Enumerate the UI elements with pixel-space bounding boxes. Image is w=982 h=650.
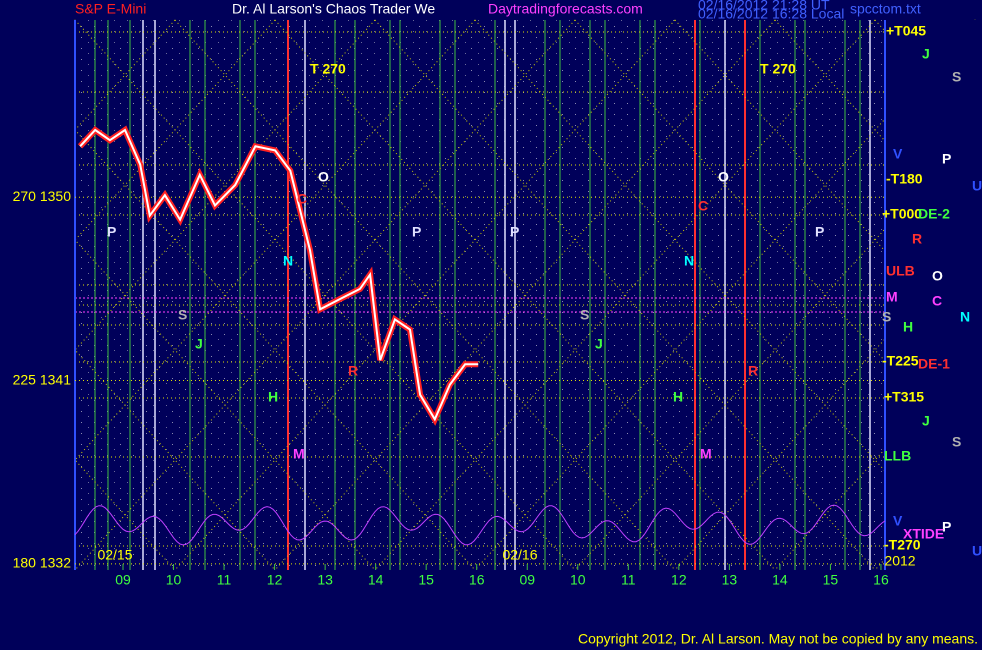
annotation: N bbox=[283, 253, 293, 269]
right-label: +T000 bbox=[882, 206, 922, 222]
annotation: S bbox=[580, 307, 589, 323]
right-label: J bbox=[922, 46, 930, 62]
x-tick-label: 12 bbox=[267, 572, 283, 588]
right-label: S bbox=[952, 69, 961, 85]
right-label: J bbox=[922, 413, 930, 429]
annotation: C bbox=[698, 198, 708, 214]
deco-oscillator bbox=[74, 504, 886, 546]
right-label: S bbox=[882, 309, 891, 325]
x-tick-label: 16 bbox=[873, 572, 889, 588]
x-tick-label: 15 bbox=[418, 572, 434, 588]
annotation: M bbox=[293, 446, 305, 462]
annotation: T 270 bbox=[310, 61, 346, 77]
annotation: J bbox=[595, 336, 603, 352]
right-label: DE-2 bbox=[918, 206, 950, 222]
right-label: +T315 bbox=[884, 389, 924, 405]
header-stamp: 02/16/2012 16:28 Local bbox=[698, 6, 844, 22]
header-center: Dr. Al Larson's Chaos Trader We bbox=[232, 1, 435, 17]
annotation: R bbox=[348, 363, 358, 379]
right-label: C bbox=[932, 293, 942, 309]
x-tick-label: 09 bbox=[519, 572, 535, 588]
right-label: V bbox=[893, 146, 903, 162]
annotation: P bbox=[107, 224, 116, 240]
right-label: ULB bbox=[886, 263, 915, 279]
price-line bbox=[79, 128, 479, 422]
right-label: M bbox=[886, 289, 898, 305]
annotation: P bbox=[815, 224, 824, 240]
annotation: O bbox=[718, 169, 729, 185]
right-label: P bbox=[942, 151, 951, 167]
date-label: 02/16 bbox=[502, 547, 537, 563]
x-tick-label: 15 bbox=[823, 572, 839, 588]
header-site: Daytradingforecasts.com bbox=[488, 1, 643, 17]
header-left: S&P E-Mini bbox=[75, 1, 146, 17]
right-label: -T270 bbox=[884, 537, 921, 553]
footer: Copyright 2012, Dr. Al Larson. May not b… bbox=[578, 631, 978, 647]
x-tick-label: 13 bbox=[722, 572, 738, 588]
annotation: S bbox=[178, 307, 187, 323]
date-label: 02/15 bbox=[97, 547, 132, 563]
right-label: P bbox=[942, 519, 951, 535]
y-tick-label: 180 1332 bbox=[13, 555, 72, 571]
y-tick-label: 225 1341 bbox=[13, 371, 72, 387]
annotation: P bbox=[510, 224, 519, 240]
annotation: C bbox=[297, 191, 307, 207]
x-tick-label: 09 bbox=[115, 572, 131, 588]
x-tick-label: 12 bbox=[671, 572, 687, 588]
annotation: H bbox=[673, 389, 683, 405]
annotation: J bbox=[195, 336, 203, 352]
deco-clip bbox=[0, 20, 75, 580]
date-label: 2012 bbox=[884, 553, 915, 569]
right-label: +T045 bbox=[886, 23, 926, 39]
right-label: N bbox=[960, 309, 970, 325]
right-label: U bbox=[972, 178, 982, 194]
annotation: O bbox=[318, 169, 329, 185]
x-tick-label: 16 bbox=[469, 572, 485, 588]
header-file: spcctom.txt bbox=[850, 1, 921, 17]
right-label: U bbox=[972, 543, 982, 559]
right-label: V bbox=[893, 513, 903, 529]
right-label: -T180 bbox=[886, 171, 923, 187]
deco-clip bbox=[885, 20, 982, 580]
right-label: R bbox=[912, 231, 922, 247]
annotation: H bbox=[268, 389, 278, 405]
annotation: N bbox=[684, 253, 694, 269]
right-label: O bbox=[932, 268, 943, 284]
right-label: H bbox=[903, 319, 913, 335]
plot-area bbox=[75, 20, 885, 570]
right-label: -T225 bbox=[882, 353, 919, 369]
right-label: S bbox=[952, 434, 961, 450]
y-tick-label: 270 1350 bbox=[13, 188, 72, 204]
header-stamp: 02/16/2012 21:28 UT bbox=[698, 0, 830, 13]
decoration bbox=[0, 19, 982, 580]
x-tick-label: 13 bbox=[317, 572, 333, 588]
x-tick-label: 11 bbox=[621, 572, 636, 588]
annotation: M bbox=[700, 446, 712, 462]
x-tick-label: 14 bbox=[368, 572, 384, 588]
x-tick-label: 11 bbox=[217, 572, 232, 588]
x-tick-label: 10 bbox=[166, 572, 182, 588]
x-tick-label: 14 bbox=[772, 572, 788, 588]
right-label: XTIDE bbox=[903, 526, 944, 542]
annotation: P bbox=[412, 224, 421, 240]
x-tick-label: 10 bbox=[570, 572, 586, 588]
right-label: LLB bbox=[884, 448, 911, 464]
annotation: R bbox=[748, 363, 758, 379]
right-label: DE-1 bbox=[918, 356, 950, 372]
annotation: T 270 bbox=[760, 61, 796, 77]
